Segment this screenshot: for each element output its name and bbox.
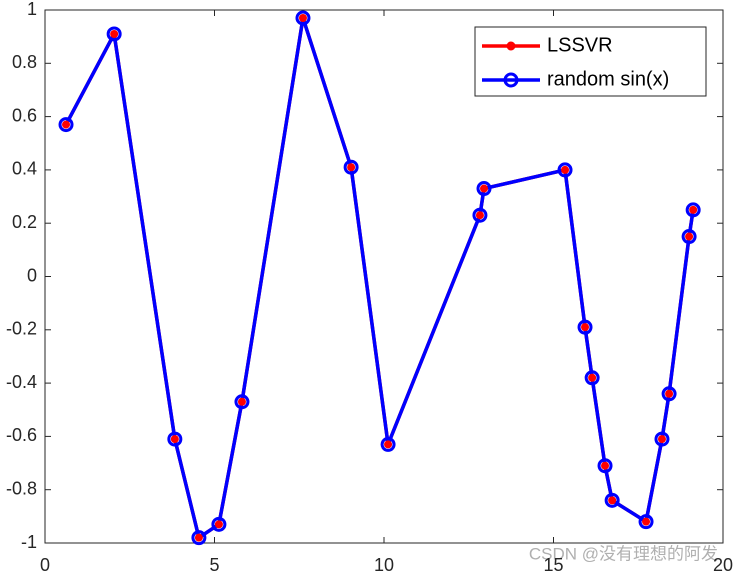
marker xyxy=(234,394,250,410)
y-tick-label: -0.2 xyxy=(6,319,37,339)
marker xyxy=(343,159,359,175)
marker xyxy=(384,440,393,449)
marker xyxy=(685,232,694,241)
y-tick-label: -1 xyxy=(21,532,37,552)
legend-marker xyxy=(503,72,519,88)
x-tick-label: 20 xyxy=(713,555,733,575)
marker xyxy=(110,29,119,38)
marker xyxy=(476,181,492,197)
y-tick-label: 0 xyxy=(27,265,37,285)
marker xyxy=(665,389,674,398)
marker xyxy=(380,436,396,452)
y-tick-label: -0.8 xyxy=(6,478,37,498)
marker xyxy=(638,514,654,530)
marker xyxy=(237,397,246,406)
y-tick-label: -0.4 xyxy=(6,372,37,392)
marker xyxy=(347,163,356,172)
y-tick-label: 0.6 xyxy=(12,105,37,125)
marker xyxy=(577,319,593,335)
marker xyxy=(557,162,573,178)
marker xyxy=(472,207,488,223)
marker xyxy=(608,496,617,505)
x-tick-label: 0 xyxy=(40,555,50,575)
marker xyxy=(597,458,613,474)
marker xyxy=(661,386,677,402)
marker xyxy=(584,370,600,386)
plot-area xyxy=(44,9,724,544)
x-tick-label: 15 xyxy=(543,555,563,575)
marker xyxy=(211,516,227,532)
marker xyxy=(480,184,489,193)
marker xyxy=(62,120,71,129)
legend-label: LSSVR xyxy=(547,34,613,56)
marker xyxy=(561,165,570,174)
marker xyxy=(167,431,183,447)
marker xyxy=(475,211,484,220)
marker xyxy=(191,530,207,546)
marker xyxy=(170,435,179,444)
y-tick-label: 0.2 xyxy=(12,212,37,232)
marker xyxy=(588,373,597,382)
marker xyxy=(657,435,666,444)
x-tick-label: 10 xyxy=(374,555,394,575)
y-tick-label: 0.8 xyxy=(12,52,37,72)
marker xyxy=(604,492,620,508)
marker xyxy=(194,533,203,542)
marker xyxy=(681,229,697,245)
marker xyxy=(685,202,701,218)
marker xyxy=(642,517,651,526)
watermark: CSDN @没有理想的阿发 xyxy=(529,544,718,563)
marker xyxy=(58,117,74,133)
marker xyxy=(581,323,590,332)
legend-label: random sin(x) xyxy=(547,68,669,90)
marker xyxy=(689,205,698,214)
marker xyxy=(295,10,311,26)
marker xyxy=(601,461,610,470)
y-tick-label: 1 xyxy=(27,0,37,19)
x-tick-label: 5 xyxy=(209,555,219,575)
marker xyxy=(106,26,122,42)
marker xyxy=(654,431,670,447)
marker xyxy=(298,13,307,22)
y-tick-label: 0.4 xyxy=(12,159,37,179)
legend-marker xyxy=(506,41,516,51)
marker xyxy=(214,520,223,529)
y-tick-label: -0.6 xyxy=(6,425,37,445)
